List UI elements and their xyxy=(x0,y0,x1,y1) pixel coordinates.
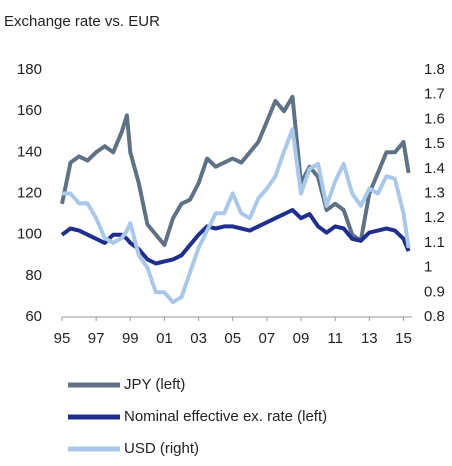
y-tick-label: 60 xyxy=(25,308,42,325)
x-tick-label: 13 xyxy=(361,330,378,347)
legend-label: JPY (left) xyxy=(124,376,185,393)
y2-tick-label: 0.8 xyxy=(424,308,445,325)
y2-tick-label: 1.4 xyxy=(424,160,445,177)
series-line xyxy=(60,94,411,247)
series-line xyxy=(62,127,411,305)
y-tick-label: 140 xyxy=(17,143,42,160)
y2-tick-label: 1.8 xyxy=(424,61,445,78)
y2-tick-label: 1.7 xyxy=(424,86,445,103)
y-tick-label: 80 xyxy=(25,267,42,284)
legend-label: USD (right) xyxy=(124,440,199,457)
x-tick-label: 99 xyxy=(122,330,139,347)
y-tick-label: 120 xyxy=(17,184,42,201)
y2-tick-label: 1.3 xyxy=(424,184,445,201)
x-tick-label: 01 xyxy=(156,330,173,347)
x-tick-label: 95 xyxy=(54,330,71,347)
x-tick-label: 15 xyxy=(395,330,412,347)
chart-title: Exchange rate vs. EUR xyxy=(4,13,160,30)
y2-tick-label: 1.2 xyxy=(424,209,445,226)
y-tick-label: 160 xyxy=(17,102,42,119)
x-tick-label: 03 xyxy=(190,330,207,347)
y2-tick-label: 1.1 xyxy=(424,234,445,251)
y-tick-label: 100 xyxy=(17,226,42,243)
y-tick-label: 180 xyxy=(17,61,42,78)
y2-tick-label: 1.6 xyxy=(424,110,445,127)
x-tick-label: 09 xyxy=(293,330,310,347)
x-tick-label: 07 xyxy=(259,330,276,347)
x-tick-label: 11 xyxy=(327,330,343,347)
x-tick-label: 97 xyxy=(88,330,105,347)
y2-tick-label: 1 xyxy=(424,259,432,276)
y2-tick-label: 0.9 xyxy=(424,283,445,300)
x-tick-label: 05 xyxy=(224,330,241,347)
y2-tick-label: 1.5 xyxy=(424,135,445,152)
legend-label: Nominal effective ex. rate (left) xyxy=(124,408,327,425)
